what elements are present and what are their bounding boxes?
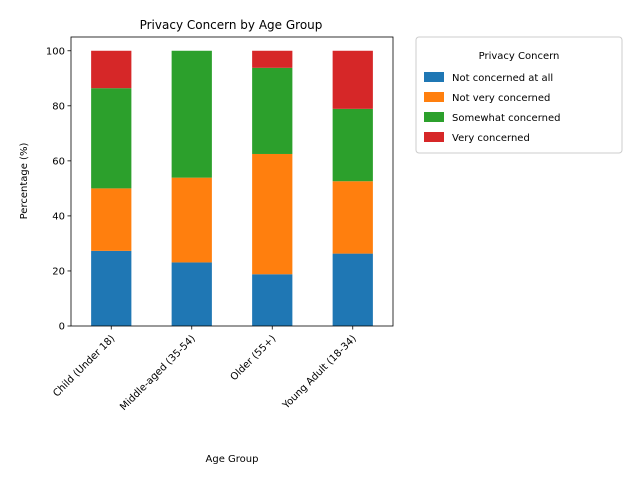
y-tick-label: 40 (52, 211, 65, 222)
bars-layer (91, 50, 373, 326)
legend-swatch-not-very-concerned (424, 92, 444, 102)
bar-child-under-18-very-concerned (91, 50, 132, 89)
legend-swatch-not-concerned-at-all (424, 72, 444, 82)
legend-label-not-very-concerned: Not very concerned (452, 93, 550, 104)
x-axis: Child (Under 18) Middle-aged (35-54) Older… (51, 326, 359, 413)
legend: Privacy Concern Not concerned at all Not … (415, 36, 623, 154)
plot-frame (70, 36, 394, 327)
bar-child-under-18-not-very-concerned (91, 188, 132, 251)
x-tick-label-older-55: Older (55+) (229, 333, 279, 383)
bar-middle-aged-35-54-somewhat-concerned (171, 50, 212, 178)
legend-swatch-very-concerned (424, 132, 444, 142)
legend-title: Privacy Concern (479, 51, 560, 62)
bar-older-55-not-concerned-at-all (252, 274, 293, 326)
legend-label-somewhat-concerned: Somewhat concerned (452, 113, 560, 124)
bar-young-adult-18-34-very-concerned (332, 50, 373, 109)
legend-frame (415, 36, 623, 154)
chart-title: Privacy Concern by Age Group (140, 18, 323, 32)
y-axis-label: Percentage (%) (19, 143, 30, 220)
bar-middle-aged-35-54-not-very-concerned (171, 177, 212, 263)
bar-older-55-somewhat-concerned (252, 67, 293, 154)
bar-young-adult-18-34-not-concerned-at-all (332, 253, 373, 326)
bar-middle-aged-35-54-not-concerned-at-all (171, 262, 212, 326)
x-tick-label-middle-aged-35-54: Middle-aged (35-54) (118, 333, 198, 413)
bar-young-adult-18-34-somewhat-concerned (332, 108, 373, 182)
x-tick-label-child-under-18: Child (Under 18) (51, 333, 117, 399)
legend-swatch-somewhat-concerned (424, 112, 444, 122)
bar-child-under-18-somewhat-concerned (91, 88, 132, 189)
y-tick-label: 0 (59, 322, 65, 333)
y-tick-label: 20 (52, 266, 65, 277)
legend-label-not-concerned-at-all: Not concerned at all (452, 73, 553, 84)
bar-young-adult-18-34-not-very-concerned (332, 181, 373, 254)
x-axis-label: Age Group (206, 454, 259, 465)
bar-older-55-very-concerned (252, 50, 293, 68)
y-tick-label: 100 (46, 46, 65, 57)
legend-label-very-concerned: Very concerned (452, 133, 530, 144)
bar-older-55-not-very-concerned (252, 153, 293, 275)
x-tick-label-young-adult-18-34: Young Adult (18-34) (280, 333, 359, 412)
bar-child-under-18-not-concerned-at-all (91, 250, 132, 326)
y-tick-label: 60 (52, 156, 65, 167)
y-axis: 0 20 40 60 80 100 (46, 46, 71, 333)
y-tick-label: 80 (52, 101, 65, 112)
